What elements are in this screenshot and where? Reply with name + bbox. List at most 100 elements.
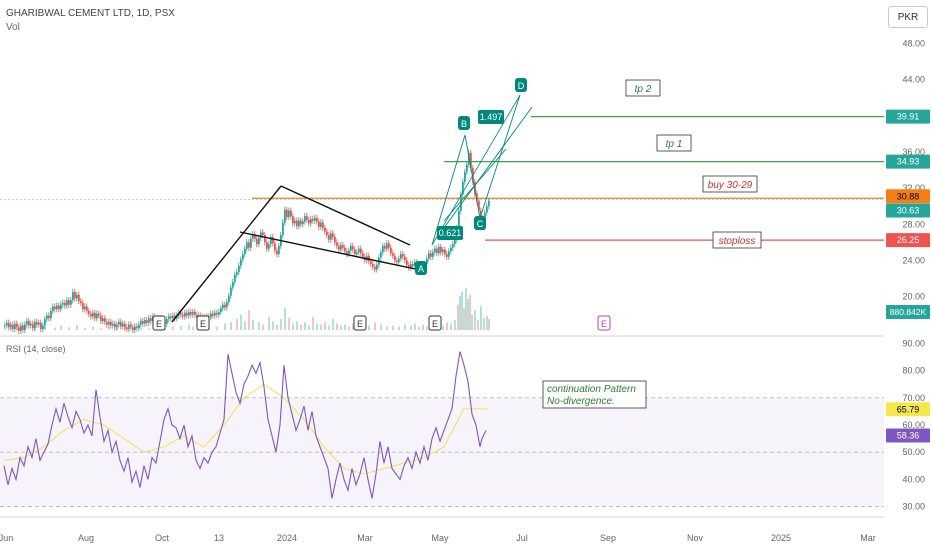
annotation-text: tp 1 (666, 139, 683, 150)
candle-body (260, 232, 262, 238)
earnings-marker-bg (353, 315, 367, 331)
pattern-point-bg (415, 261, 427, 275)
ratio-bg (478, 110, 504, 124)
volume-bar (68, 327, 70, 330)
candle-body (316, 217, 318, 222)
rsi-tick-label: 80.00 (902, 366, 925, 376)
candle-body (338, 245, 340, 250)
candle-body (74, 292, 76, 299)
candle-body (24, 324, 26, 330)
candle-body (352, 245, 354, 250)
rsi-tick-label: 30.00 (902, 502, 925, 512)
pattern-line (239, 231, 421, 271)
candle-body (46, 315, 48, 320)
candle-body (218, 311, 220, 315)
candle-body (262, 232, 264, 236)
candle-body (212, 313, 214, 316)
rsi-annotation-line1: continuation Pattern (547, 384, 636, 395)
candle-body (442, 249, 444, 253)
time-tick-label: 2025 (771, 533, 791, 543)
pattern-line (443, 148, 507, 222)
candle-body (326, 231, 328, 236)
time-tick-label: May (431, 533, 449, 543)
candle-body (190, 311, 192, 315)
price-badge-bg (886, 189, 930, 204)
candle-body (96, 313, 98, 319)
candle-body (446, 254, 448, 257)
candle-body (290, 210, 292, 217)
price-tick-label: 44.00 (902, 75, 925, 85)
volume-bar (380, 324, 382, 330)
candle-body (400, 254, 402, 259)
pattern-point-bg (515, 78, 527, 92)
candle-body (390, 247, 392, 254)
pattern-line (431, 134, 466, 246)
candle-body (410, 264, 412, 268)
candle-body (120, 321, 122, 327)
candle-body (40, 322, 42, 330)
volume-bar (483, 317, 485, 330)
volume-bar (300, 324, 302, 330)
candle-body (10, 324, 12, 328)
candle-body (412, 264, 414, 266)
candle-body (306, 216, 308, 220)
volume-badge: 880.842K (890, 307, 927, 317)
candle-body (328, 235, 330, 240)
candle-body (150, 318, 152, 321)
candle-body (184, 312, 186, 317)
candle-body (38, 322, 40, 325)
candle-body (340, 245, 342, 250)
candle-body (388, 243, 390, 248)
candle-body (320, 222, 322, 227)
volume-bar (100, 328, 102, 330)
candle-body (350, 245, 352, 251)
candle-body (238, 265, 240, 273)
candle-body (308, 219, 310, 224)
volume-bar (386, 326, 388, 330)
rsi-label: RSI (14, close) (6, 344, 66, 354)
volume-bar (304, 322, 306, 330)
currency-button[interactable]: PKR (888, 6, 928, 28)
candle-body (464, 171, 466, 182)
candle-body (28, 320, 30, 326)
candle-body (122, 323, 124, 327)
volume-bar (148, 328, 150, 330)
rsi-badge: 65.79 (897, 404, 920, 414)
candle-body (8, 322, 10, 328)
price-tick-label: 32.00 (902, 183, 925, 193)
candle-body (88, 311, 90, 314)
volume-bar (348, 326, 350, 330)
candle-body (104, 318, 106, 322)
volume-bar (292, 323, 294, 330)
candle-body (142, 320, 144, 324)
candle-body (286, 209, 288, 218)
candle-body (170, 316, 172, 319)
volume-bar (368, 325, 370, 330)
candle-body (136, 326, 138, 329)
price-grid (0, 199, 884, 518)
volume-bar (192, 326, 194, 330)
pattern-line (437, 106, 533, 237)
horizontal-levels (252, 116, 884, 241)
price-badge-30.88: 30.88 (897, 191, 920, 201)
earnings-marker-bg (152, 315, 166, 331)
candle-body (450, 247, 452, 252)
candle-body (230, 287, 232, 296)
volume-bar (344, 324, 346, 330)
price-badge-bg (886, 154, 930, 169)
price-tick-label: 28.00 (902, 219, 925, 229)
candle-body (234, 274, 236, 283)
pattern-point-B: B (461, 119, 467, 129)
candle-body (20, 325, 22, 331)
candle-body (76, 294, 78, 299)
candle-body (370, 261, 372, 265)
candle-body (52, 306, 54, 312)
earnings-marker: E (156, 319, 162, 329)
volume-bar (465, 288, 467, 330)
candle-body (4, 325, 6, 327)
candle-body (132, 327, 134, 330)
volume-bar (248, 310, 250, 330)
candle-body (392, 253, 394, 256)
